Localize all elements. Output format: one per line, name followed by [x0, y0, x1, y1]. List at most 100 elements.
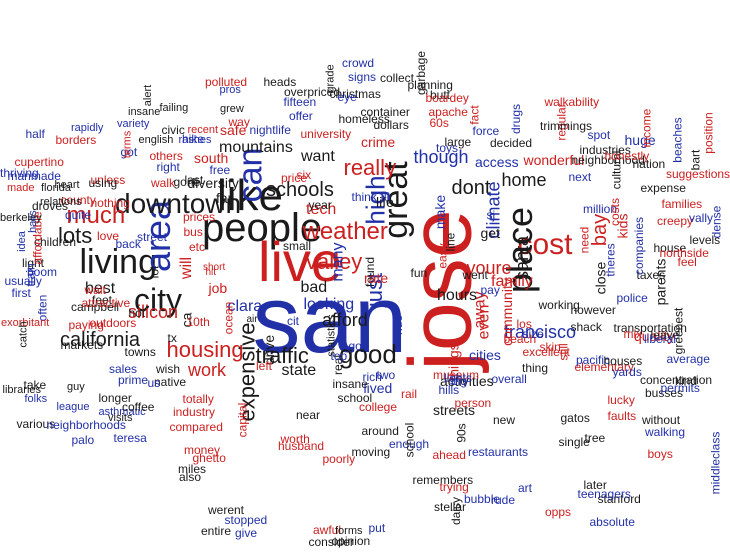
cloud-word: hills [438, 383, 460, 397]
cloud-word: markets [60, 338, 104, 352]
cloud-word: school [337, 391, 373, 405]
cloud-word: unless [90, 173, 126, 187]
cloud-word: alert [141, 84, 154, 106]
cloud-word: vally [689, 211, 714, 225]
cloud-word: polluted [205, 75, 248, 89]
cloud-word: fit [380, 189, 390, 203]
cloud-word: collect [380, 71, 415, 85]
cloud-word: fact [467, 105, 482, 125]
cloud-word: werent [208, 503, 245, 517]
cloud-word: tx [167, 331, 177, 345]
cloud-word: manmade [7, 169, 61, 183]
cloud-word: safe [220, 122, 247, 138]
cloud-word: capital [234, 402, 249, 438]
cloud-word: youre [466, 258, 512, 278]
cloud-word: rate [364, 270, 389, 286]
cloud-word: teresa [113, 431, 147, 445]
cloud-word: shack [570, 320, 602, 334]
cloud-word: insane [332, 377, 368, 391]
cloud-word: moving [351, 445, 391, 459]
cloud-word: asthmatic [98, 405, 146, 418]
cloud-word: really [343, 155, 397, 180]
cloud-word: grew [220, 102, 244, 115]
cloud-word: towns [124, 345, 156, 359]
cloud-word: honestly [604, 149, 650, 163]
cloud-word: ride [391, 314, 406, 336]
cloud-word: housing [166, 337, 244, 362]
cloud-word: others [149, 149, 183, 163]
cloud-word: six [296, 168, 312, 182]
cloud-word: ahead [432, 448, 466, 462]
cloud-word: heart [54, 178, 80, 191]
cloud-word: civic [161, 123, 185, 137]
cloud-word: living [79, 243, 157, 281]
cloud-word: using [88, 176, 118, 190]
cloud-word: crowd [342, 56, 375, 70]
cloud-word: lived [363, 380, 393, 396]
cloud-word: yards [612, 365, 642, 379]
cloud-word: offer [289, 109, 313, 123]
cloud-word: later [583, 478, 607, 492]
cloud-word: homeless [338, 112, 390, 126]
cloud-word: us [147, 376, 161, 390]
cloud-word: paying [68, 318, 104, 332]
cloud-word: francisco [504, 322, 577, 342]
cloud-word: pay [480, 283, 500, 297]
cloud-word: droves [32, 199, 69, 213]
cloud-word: stanford [597, 492, 641, 506]
cloud-word: children [34, 235, 77, 249]
cloud-word: bad [300, 279, 328, 296]
cloud-word: last [184, 173, 204, 187]
cloud-word: crime [361, 134, 396, 150]
cloud-word: awful [313, 523, 342, 537]
cloud-word: idea [15, 230, 28, 252]
cloud-word: give [235, 526, 258, 540]
cloud-word: grade [324, 63, 337, 93]
cloud-word: tech [306, 201, 337, 218]
cloud-word: trimmings [540, 119, 593, 133]
cloud-word: etc [189, 240, 206, 254]
cloud-word: year [308, 198, 332, 212]
cloud-word: way [228, 115, 250, 129]
cloud-word: state [281, 362, 317, 379]
cloud-word: wonderful [523, 152, 585, 168]
cloud-word: people [202, 206, 323, 250]
cloud-word: working [538, 298, 580, 312]
cloud-word: attractive [81, 296, 131, 310]
cloud-word: houses [603, 354, 643, 368]
cloud-word: sj [486, 208, 496, 222]
cloud-word: looking [303, 296, 355, 313]
cloud-word: downtown [115, 188, 242, 219]
cloud-word: family [491, 273, 533, 290]
cloud-word: berkeley [0, 211, 42, 224]
cloud-word: train [23, 263, 38, 287]
cloud-word: activities [440, 373, 494, 389]
cloud-word: though [413, 147, 469, 167]
cloud-word: city [134, 282, 182, 318]
cloud-word: lights [444, 371, 473, 385]
cloud-word: spot [587, 128, 611, 142]
cloud-word: also [179, 470, 202, 484]
cloud-word: bart [687, 149, 702, 171]
cloud-word: families [661, 197, 703, 211]
cloud-word: entire [201, 524, 232, 538]
cloud-word: absolute [589, 515, 635, 529]
cloud-word: florida [41, 181, 71, 194]
cloud-word: university [300, 127, 352, 141]
cloud-word: statistics [325, 313, 338, 357]
cloud-word: easy [435, 243, 450, 269]
cloud-word: wish [156, 362, 181, 376]
cloud-word: size [522, 327, 544, 341]
cloud-word: visits [108, 411, 133, 424]
cloud-word: fifteen [283, 95, 317, 109]
cloud-word: will [178, 256, 196, 280]
cloud-word: near [296, 408, 321, 422]
cloud-word: worth [280, 432, 310, 446]
cloud-word: force [472, 124, 500, 138]
cloud-word: miles [178, 462, 207, 476]
cloud-word: husband [278, 439, 325, 453]
cloud-word: neighborhood [571, 153, 645, 167]
cloud-word: prices [183, 210, 216, 224]
cloud-word: creepy [657, 214, 694, 228]
cloud-word: container [360, 105, 410, 119]
